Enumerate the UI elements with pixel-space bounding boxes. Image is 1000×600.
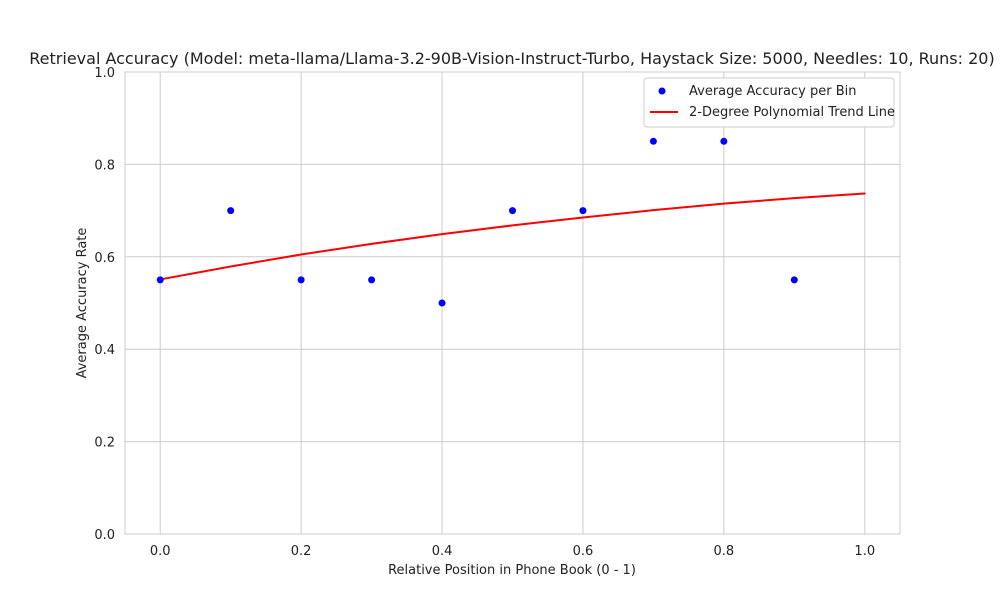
y-tick-label: 0.2 (94, 436, 115, 451)
data-point (227, 207, 235, 215)
x-axis-label: Relative Position in Phone Book (0 - 1) (388, 563, 636, 578)
data-point (720, 137, 728, 145)
legend: Average Accuracy per Bin 2-Degree Polyno… (643, 77, 895, 128)
plot-area (124, 71, 901, 535)
y-tick-label: 0.6 (94, 251, 115, 266)
data-point (368, 276, 376, 284)
legend-label-polynomial-trend-line: 2-Degree Polynomial Trend Line (689, 105, 895, 120)
trend-line (159, 192, 866, 281)
y-axis-label: Average Accuracy Rate (75, 228, 90, 379)
x-tick-label: 0.8 (714, 544, 735, 559)
data-point (297, 276, 305, 284)
legend-scatter-marker (658, 87, 666, 95)
y-tick-label: 0.4 (94, 343, 115, 358)
grid-lines (125, 71, 900, 535)
x-tick-label: 0.2 (291, 544, 312, 559)
data-point (649, 137, 657, 145)
x-tick-label: 0.0 (150, 544, 171, 559)
data-point (579, 207, 587, 215)
tick-labels: 0.0 0.2 0.4 0.6 0.8 1.0 0.0 0.2 0.4 0.6 0.8 1.0 (94, 66, 875, 559)
data-point (509, 207, 516, 215)
x-tick-label: 0.6 (573, 544, 594, 559)
y-tick-label: 1.0 (94, 66, 115, 81)
legend-box (643, 77, 895, 128)
y-tick-label: 0.0 (94, 528, 115, 543)
data-point (156, 276, 164, 284)
data-point (790, 276, 798, 284)
series-layer (156, 137, 866, 307)
chart-title: Retrieval Accuracy (Model: meta-llama/Ll… (29, 49, 994, 68)
x-tick-label: 0.4 (432, 544, 453, 559)
legend-label-average-accuracy-per-bin: Average Accuracy per Bin (689, 84, 857, 99)
y-tick-label: 0.8 (94, 158, 115, 173)
x-tick-label: 1.0 (854, 544, 875, 559)
data-point (438, 299, 446, 307)
